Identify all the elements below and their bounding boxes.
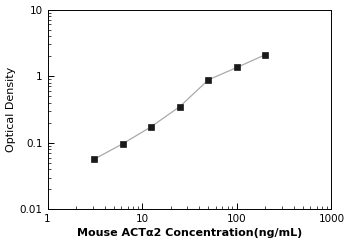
X-axis label: Mouse ACTα2 Concentration(ng/mL): Mouse ACTα2 Concentration(ng/mL) — [77, 228, 302, 238]
Y-axis label: Optical Density: Optical Density — [6, 67, 15, 152]
